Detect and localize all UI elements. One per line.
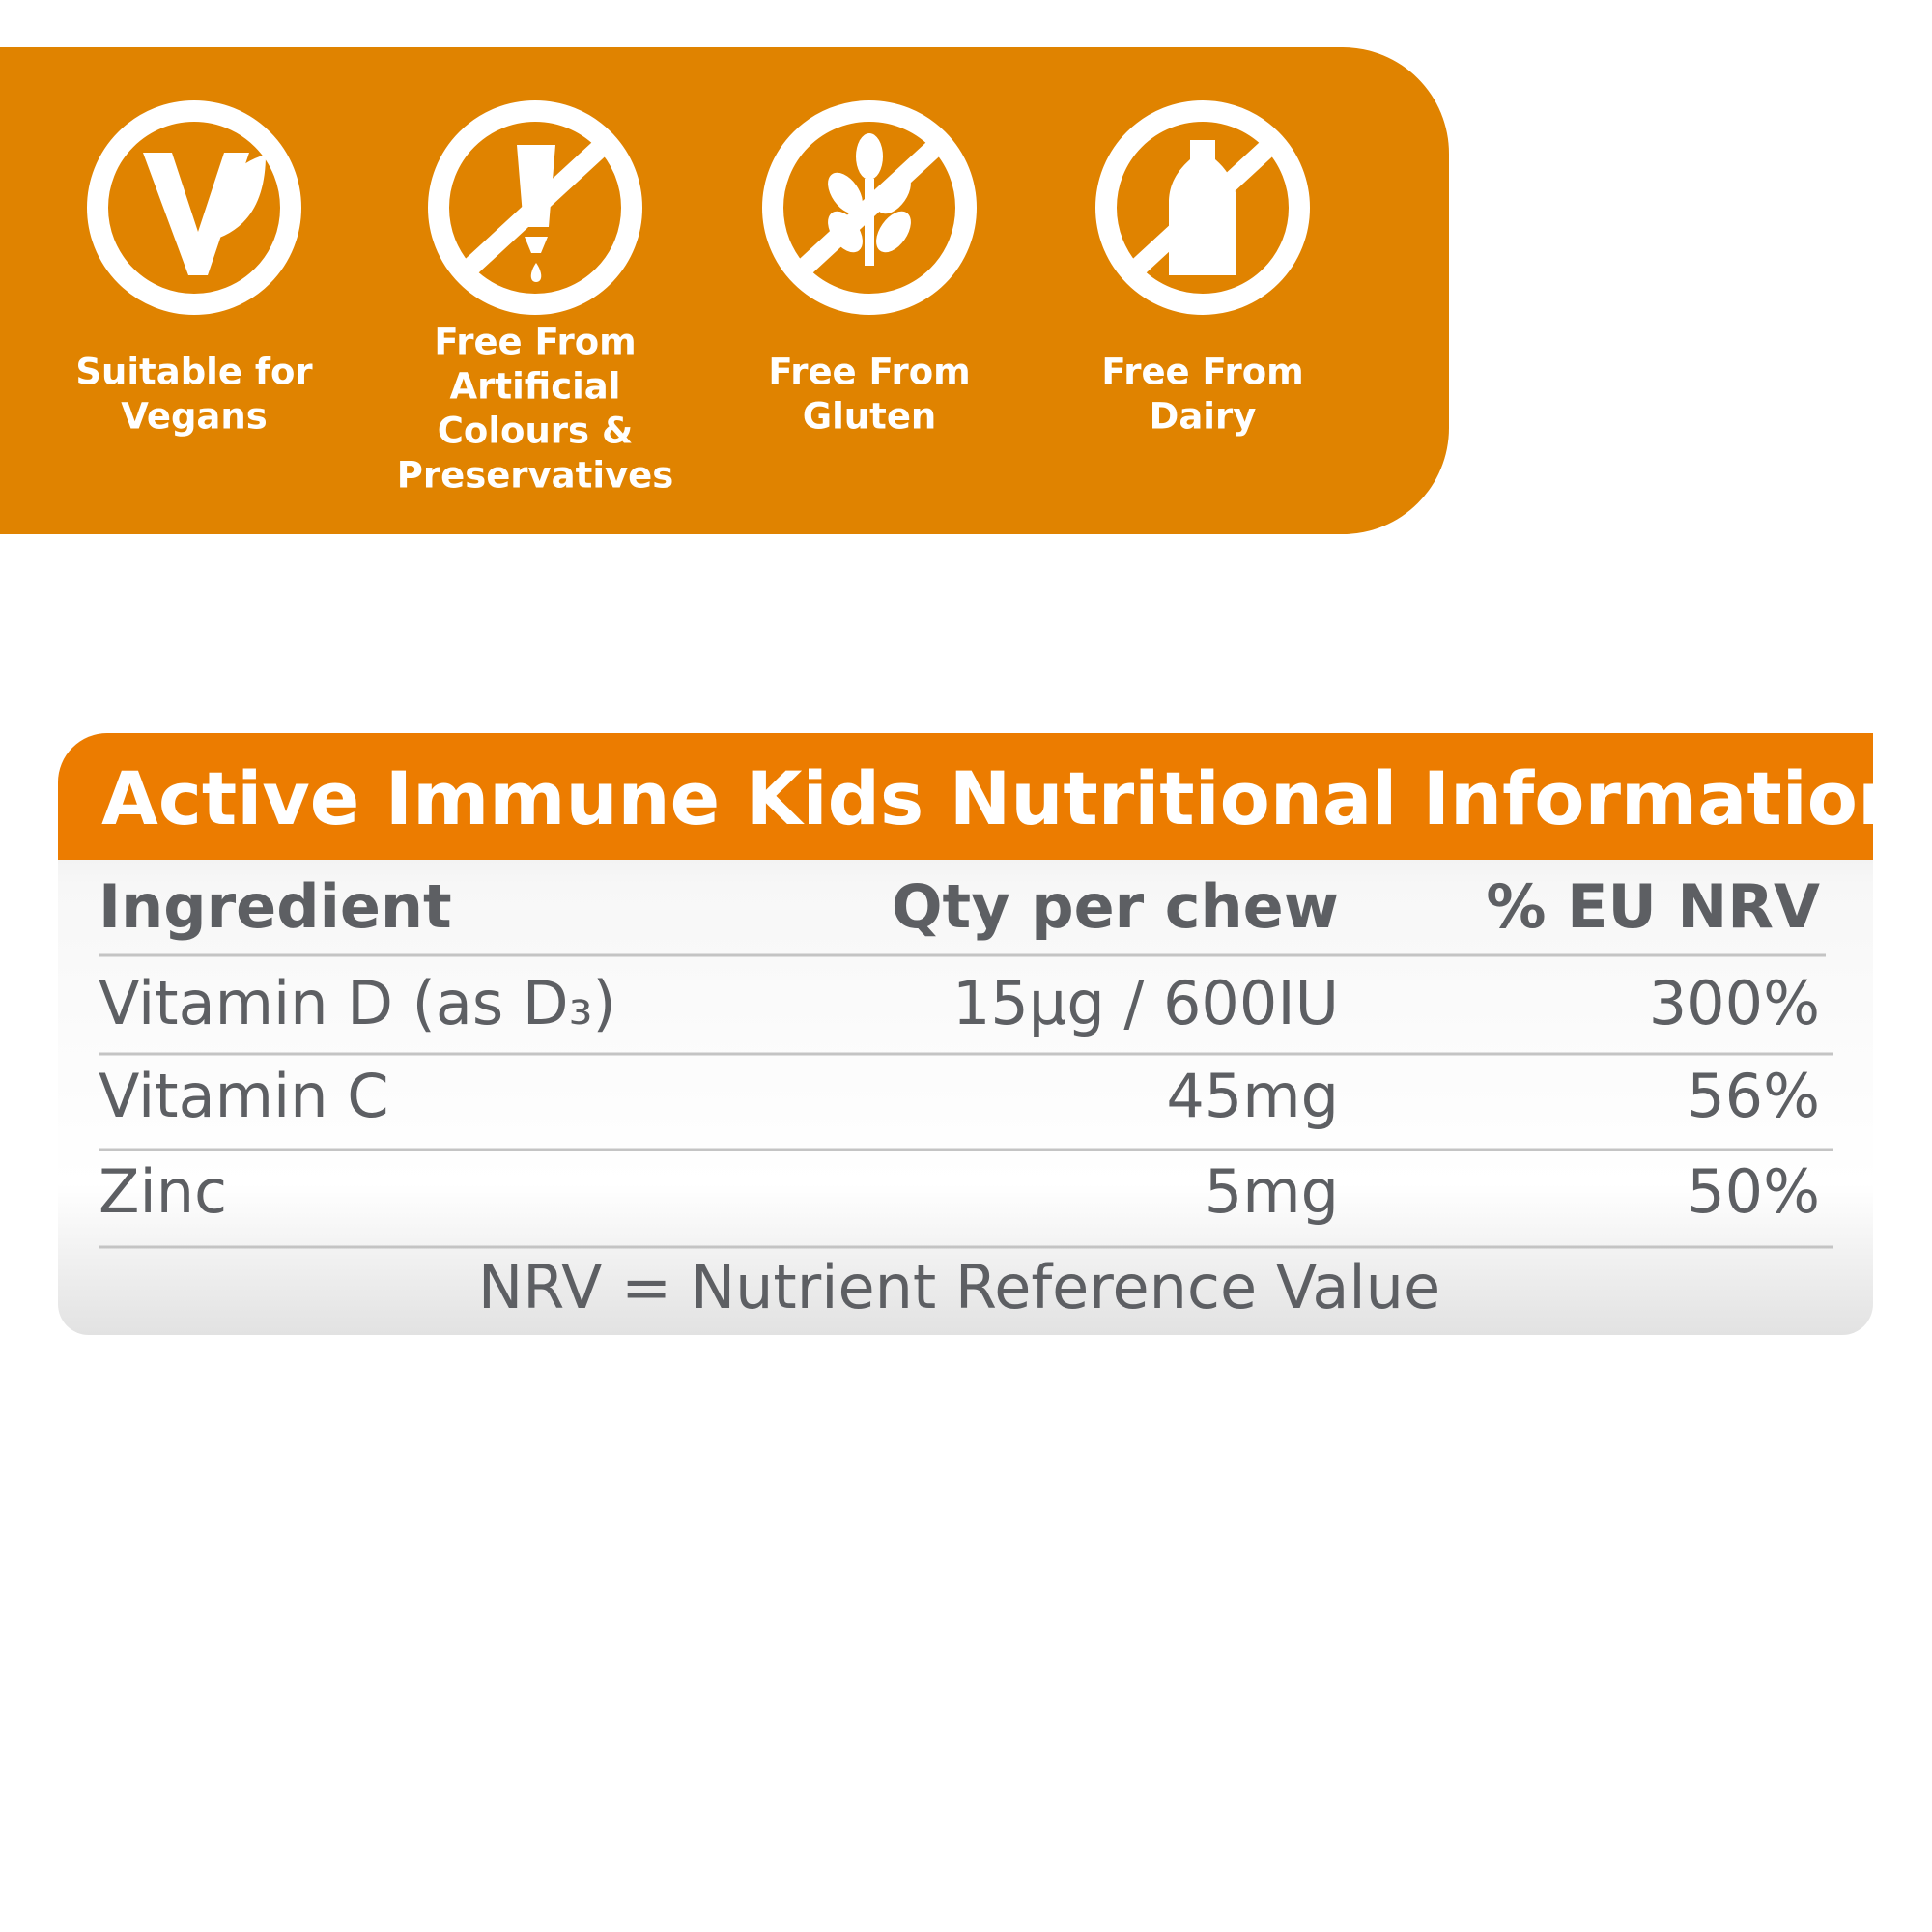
badge-label: Preservatives: [397, 455, 674, 497]
badge-label: Free From: [768, 352, 970, 393]
colours-icon: [428, 100, 642, 315]
column-header: Qty per chew: [892, 871, 1339, 942]
table-cell: 15µg / 600IU: [952, 968, 1339, 1038]
table-header-band: [58, 733, 1873, 860]
column-header: Ingredient: [99, 871, 452, 942]
badge-label: Free From: [434, 322, 636, 363]
badge-label: Artificial: [450, 366, 621, 408]
badge-panel: [0, 47, 1449, 534]
table-cell: 50%: [1687, 1156, 1820, 1227]
badge-label: Free From: [1101, 352, 1303, 393]
gluten-icon: [762, 100, 977, 315]
column-header: % EU NRV: [1486, 871, 1820, 942]
table-body: [58, 733, 1873, 1335]
vegan-icon: [87, 100, 301, 315]
table-cell: 56%: [1687, 1061, 1820, 1131]
table-cell: Vitamin D (as D₃): [99, 968, 616, 1038]
badge-label: Gluten: [803, 396, 937, 438]
badge-label: Vegans: [121, 396, 268, 438]
dairy-icon: [1095, 100, 1310, 315]
table-cell: Vitamin C: [99, 1061, 389, 1131]
table-cell: 300%: [1649, 968, 1820, 1038]
footnote: NRV = Nutrient Reference Value: [478, 1252, 1440, 1322]
badge-label: Colours &: [438, 411, 633, 452]
badge-label: Dairy: [1150, 396, 1257, 438]
table-title: Active Immune Kids Nutritional Informati…: [101, 755, 1910, 841]
table-cell: Zinc: [99, 1156, 227, 1227]
table-cell: 45mg: [1166, 1061, 1339, 1131]
badge-label: Suitable for: [75, 352, 313, 393]
table-cell: 5mg: [1205, 1156, 1339, 1227]
